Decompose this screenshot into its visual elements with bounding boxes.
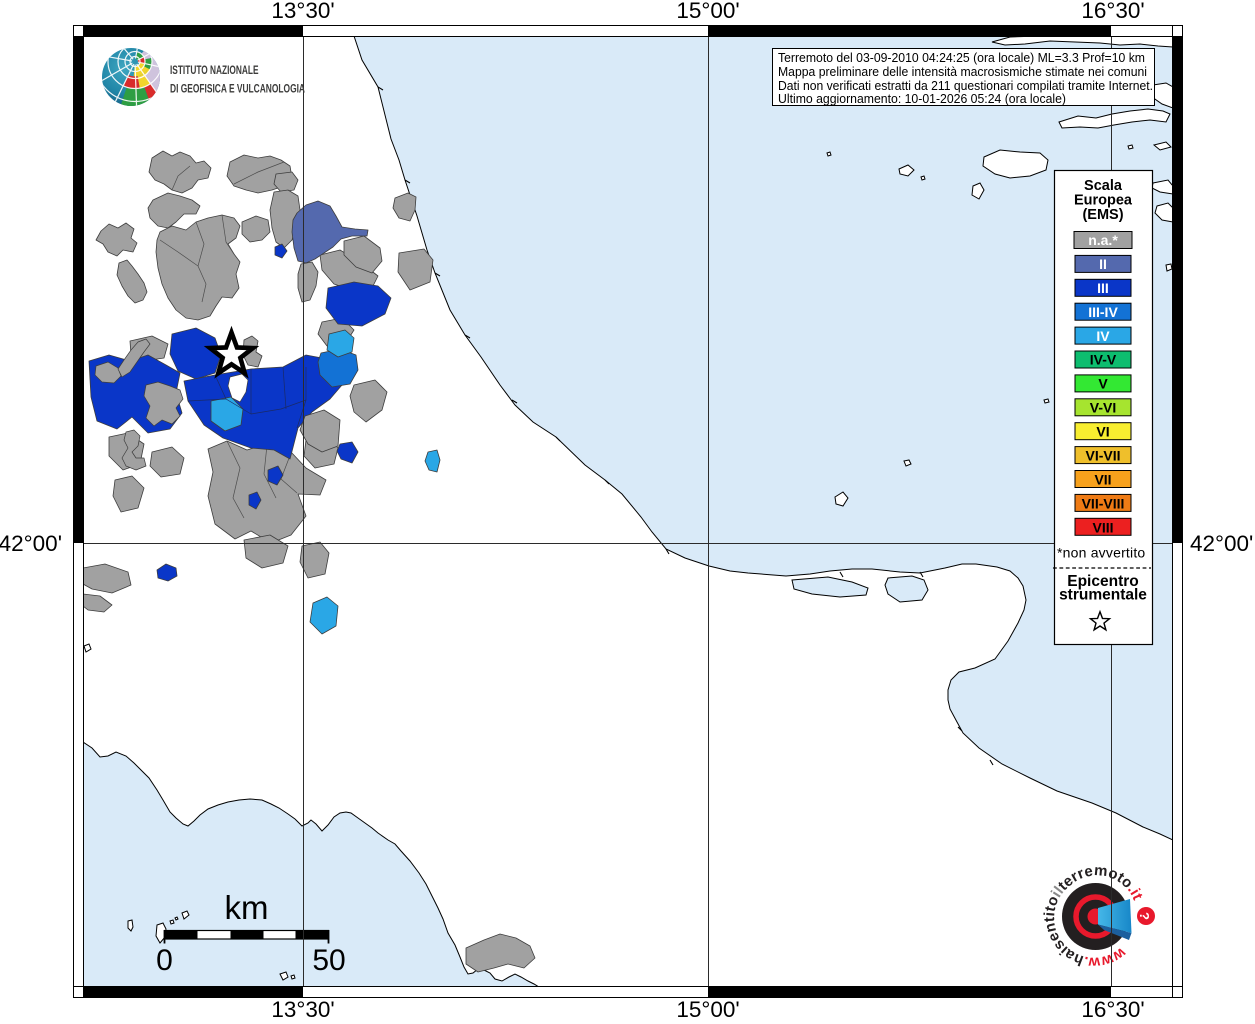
svg-text:15°00': 15°00' xyxy=(676,0,739,23)
svg-text:Mappa preliminare delle intens: Mappa preliminare delle intensità macros… xyxy=(778,64,1147,79)
svg-text:VI: VI xyxy=(1096,424,1109,440)
svg-text:VII-VIII: VII-VIII xyxy=(1082,496,1125,512)
svg-text:km: km xyxy=(225,889,269,926)
svg-text:13°30': 13°30' xyxy=(271,0,334,23)
svg-text:15°00': 15°00' xyxy=(676,997,739,1022)
svg-text:0: 0 xyxy=(156,944,173,977)
svg-text:42°00': 42°00' xyxy=(1190,531,1253,556)
svg-text:II: II xyxy=(1099,256,1107,272)
svg-text:*non avvertito: *non avvertito xyxy=(1057,545,1145,561)
svg-text:Scala: Scala xyxy=(1084,178,1123,194)
svg-text:VII: VII xyxy=(1094,472,1111,488)
svg-text:n.a.*: n.a.* xyxy=(1088,232,1118,248)
svg-text:III: III xyxy=(1097,280,1109,296)
svg-text:III-IV: III-IV xyxy=(1088,304,1118,320)
svg-text:16°30': 16°30' xyxy=(1081,997,1144,1022)
svg-text:VIII: VIII xyxy=(1092,520,1113,536)
svg-text:IV-V: IV-V xyxy=(1090,352,1117,368)
svg-text:Europea: Europea xyxy=(1074,193,1133,209)
svg-text:50: 50 xyxy=(312,944,345,977)
svg-text:DI GEOFISICA E VULCANOLOGIA: DI GEOFISICA E VULCANOLOGIA xyxy=(170,84,305,96)
svg-text:(EMS): (EMS) xyxy=(1082,207,1123,223)
svg-text:VI-VII: VI-VII xyxy=(1085,448,1120,464)
svg-text:V-VI: V-VI xyxy=(1090,400,1116,416)
svg-text:ISTITUTO NAZIONALE: ISTITUTO NAZIONALE xyxy=(170,65,259,77)
svg-text:IV: IV xyxy=(1096,328,1110,344)
svg-text:Dati non verificati estratti d: Dati non verificati estratti da 211 ques… xyxy=(778,78,1153,93)
svg-text:42°00': 42°00' xyxy=(0,531,62,556)
svg-text:Terremoto del 03-09-2010 04:24: Terremoto del 03-09-2010 04:24:25 (ora l… xyxy=(778,50,1145,65)
svg-text:13°30': 13°30' xyxy=(271,997,334,1022)
svg-text:strumentale: strumentale xyxy=(1059,587,1147,604)
svg-text:?: ? xyxy=(1137,912,1152,920)
svg-text:Epicentro: Epicentro xyxy=(1067,573,1138,590)
svg-text:V: V xyxy=(1098,376,1108,392)
svg-text:Ultimo aggiornamento: 10-01-20: Ultimo aggiornamento: 10-01-2026 05:24 (… xyxy=(778,91,1066,106)
svg-text:16°30': 16°30' xyxy=(1081,0,1144,23)
